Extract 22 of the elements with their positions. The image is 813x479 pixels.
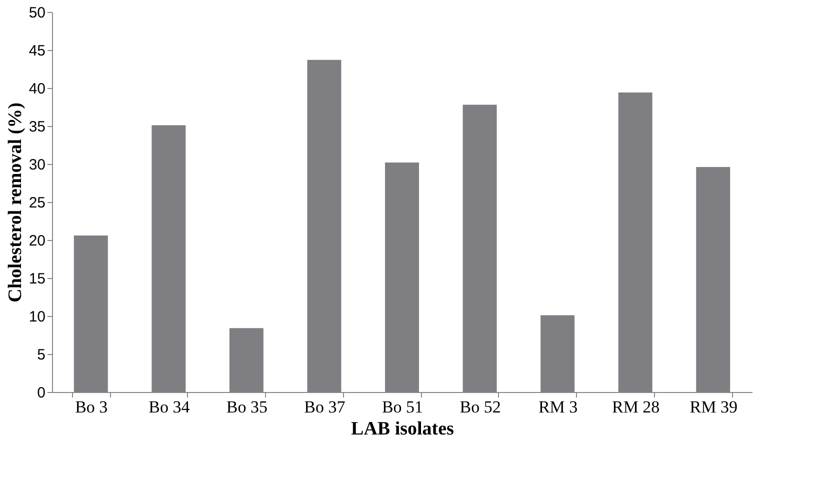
x-tick-label: Bo 34 <box>148 398 190 416</box>
x-tick-label: Bo 35 <box>226 398 268 416</box>
y-tick-label: 10 <box>28 308 46 326</box>
y-tick-label: 15 <box>28 270 46 288</box>
x-tick-label: RM 28 <box>612 398 660 416</box>
x-tick-label: RM 39 <box>690 398 738 416</box>
y-tick-label: 0 <box>37 384 46 402</box>
x-axis-title: LAB isolates <box>351 418 454 440</box>
x-tick-label: RM 3 <box>538 398 578 416</box>
x-tick-label: Bo 37 <box>304 398 346 416</box>
y-tick-label: 25 <box>28 194 46 212</box>
y-tick-label: 30 <box>28 156 46 174</box>
y-tick-label: 40 <box>28 80 46 98</box>
x-tick-label: Bo 52 <box>460 398 501 416</box>
y-tick-label: 50 <box>28 4 46 22</box>
y-tick-label: 35 <box>28 118 46 136</box>
y-tick-label: 5 <box>37 346 46 364</box>
y-axis-title: Cholesterol removal (%) <box>4 102 26 302</box>
y-tick-label: 20 <box>28 232 46 250</box>
x-tick-label: Bo 51 <box>382 398 424 416</box>
x-tick-label: Bo 3 <box>75 398 108 416</box>
y-tick-label: 45 <box>28 42 46 60</box>
